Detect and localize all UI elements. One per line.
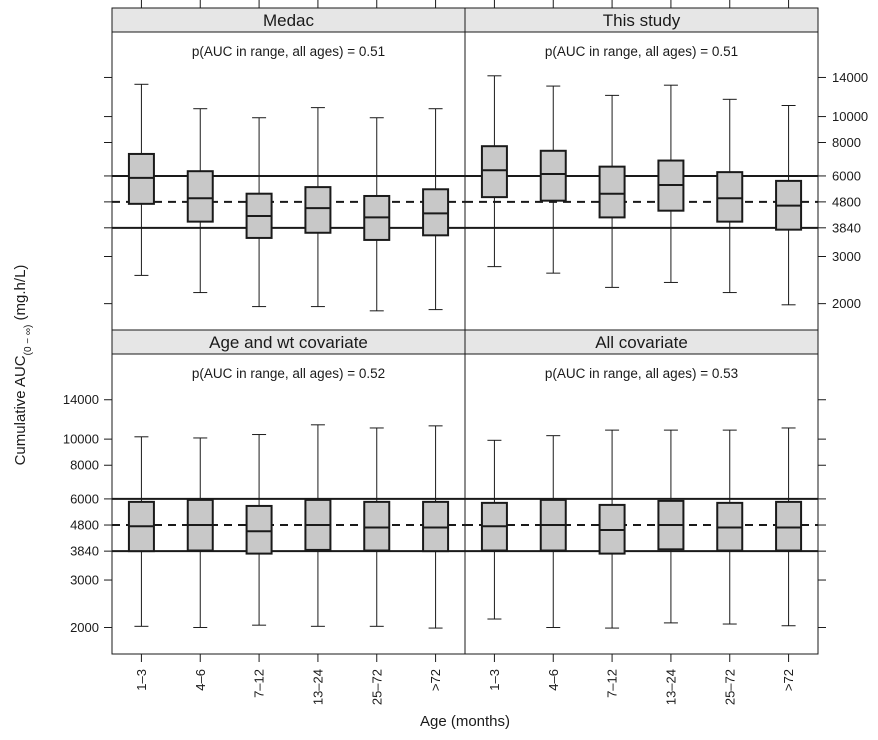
box-group	[480, 75, 508, 268]
axes-layer: 2000 2000 3000 3000 3840 3840 4800 4800 6000 6000…	[63, 0, 868, 705]
box-group	[363, 427, 391, 627]
panel-title: Medac	[263, 11, 315, 30]
box-group	[304, 107, 332, 308]
y-tick-label-left: 14000	[63, 392, 99, 407]
y-axis-title-subscript: (0 − ∞)	[23, 325, 34, 356]
x-tick-label: 25–72	[722, 669, 737, 705]
x-tick-label: >72	[781, 669, 796, 691]
y-tick-label-right: 3840	[832, 220, 861, 235]
x-tick-label: 25–72	[369, 669, 384, 705]
y-axis-title-main: Cumulative AUC	[12, 355, 29, 465]
panel-frame	[464, 31, 819, 331]
panel-annotation: p(AUC in range, all ages) = 0.53	[545, 366, 738, 381]
box-group	[422, 425, 450, 629]
panel: Medac p(AUC in range, all ages) = 0.51	[111, 7, 466, 331]
y-tick-label-left: 2000	[70, 620, 99, 635]
panel-annotation: p(AUC in range, all ages) = 0.52	[192, 366, 385, 381]
x-tick-label: 1–3	[134, 669, 149, 691]
panel: Age and wt covariate p(AUC in range, all …	[111, 329, 466, 655]
box-group	[657, 429, 685, 624]
panel-strip	[464, 7, 819, 33]
box-group	[480, 439, 508, 620]
box-iqr	[363, 500, 391, 552]
x-tick-label: 13–24	[310, 669, 325, 705]
y-tick-label-right: 4800	[832, 194, 861, 209]
panel: All covariate p(AUC in range, all ages) =…	[464, 329, 819, 655]
x-axis-title: Age (months)	[420, 713, 510, 730]
panel-strip	[111, 7, 466, 33]
x-tick-label: >72	[428, 669, 443, 691]
panel-strip	[464, 329, 819, 355]
y-axis-title: Cumulative AUC(0 − ∞) (mg.h/L)	[12, 265, 34, 466]
box-group	[245, 434, 273, 626]
box-group	[127, 436, 155, 627]
panel-frame	[111, 353, 466, 655]
box-group	[775, 427, 803, 627]
panel: This study p(AUC in range, all ages) = 0.…	[464, 7, 819, 331]
y-tick-label-left: 6000	[70, 491, 99, 506]
y-tick-label-left: 10000	[63, 432, 99, 447]
box-iqr	[422, 188, 450, 237]
x-tick-label: 7–12	[252, 669, 267, 698]
y-tick-label-right: 14000	[832, 70, 868, 85]
x-tick-label: 1–3	[487, 669, 502, 691]
box-group	[186, 108, 214, 294]
box-group	[127, 83, 155, 276]
panel-strip	[111, 329, 466, 355]
panel-annotation: p(AUC in range, all ages) = 0.51	[192, 44, 385, 59]
box-group	[539, 85, 567, 274]
box-group	[363, 117, 391, 312]
x-tick-label: 4–6	[546, 669, 561, 691]
box-group	[539, 435, 567, 628]
y-tick-label-left: 3000	[70, 573, 99, 588]
y-tick-label-right: 10000	[832, 109, 868, 124]
panel-title: This study	[603, 11, 681, 30]
y-tick-label-right: 6000	[832, 168, 861, 183]
y-tick-label-left: 8000	[70, 458, 99, 473]
box-group	[657, 84, 685, 283]
box-group	[422, 108, 450, 311]
panel-title: Age and wt covariate	[209, 333, 368, 352]
box-group	[598, 94, 626, 288]
y-tick-label-left: 4800	[70, 518, 99, 533]
box-iqr	[775, 500, 803, 552]
box-iqr	[539, 149, 567, 202]
box-iqr	[304, 186, 332, 234]
box-group	[598, 429, 626, 629]
box-group	[775, 104, 803, 306]
y-tick-label-left: 3840	[70, 544, 99, 559]
y-tick-label-right: 3000	[832, 249, 861, 264]
x-tick-label: 4–6	[193, 669, 208, 691]
panel-annotation: p(AUC in range, all ages) = 0.51	[545, 44, 738, 59]
box-group	[304, 424, 332, 627]
box-iqr	[245, 504, 273, 555]
y-tick-label-right: 2000	[832, 296, 861, 311]
box-group	[186, 437, 214, 628]
y-tick-label-right: 8000	[832, 135, 861, 150]
box-iqr	[598, 165, 626, 219]
panel-frame	[111, 31, 466, 331]
box-group	[716, 98, 744, 294]
box-iqr	[480, 145, 508, 199]
box-group	[245, 117, 273, 308]
box-group	[716, 429, 744, 625]
x-tick-label: 13–24	[663, 669, 678, 705]
y-axis-title-unit: (mg.h/L)	[12, 265, 29, 325]
x-tick-label: 7–12	[605, 669, 620, 698]
box-iqr	[716, 171, 744, 223]
panel-frame	[464, 353, 819, 655]
box-iqr	[186, 170, 214, 223]
panel-title: All covariate	[595, 333, 688, 352]
